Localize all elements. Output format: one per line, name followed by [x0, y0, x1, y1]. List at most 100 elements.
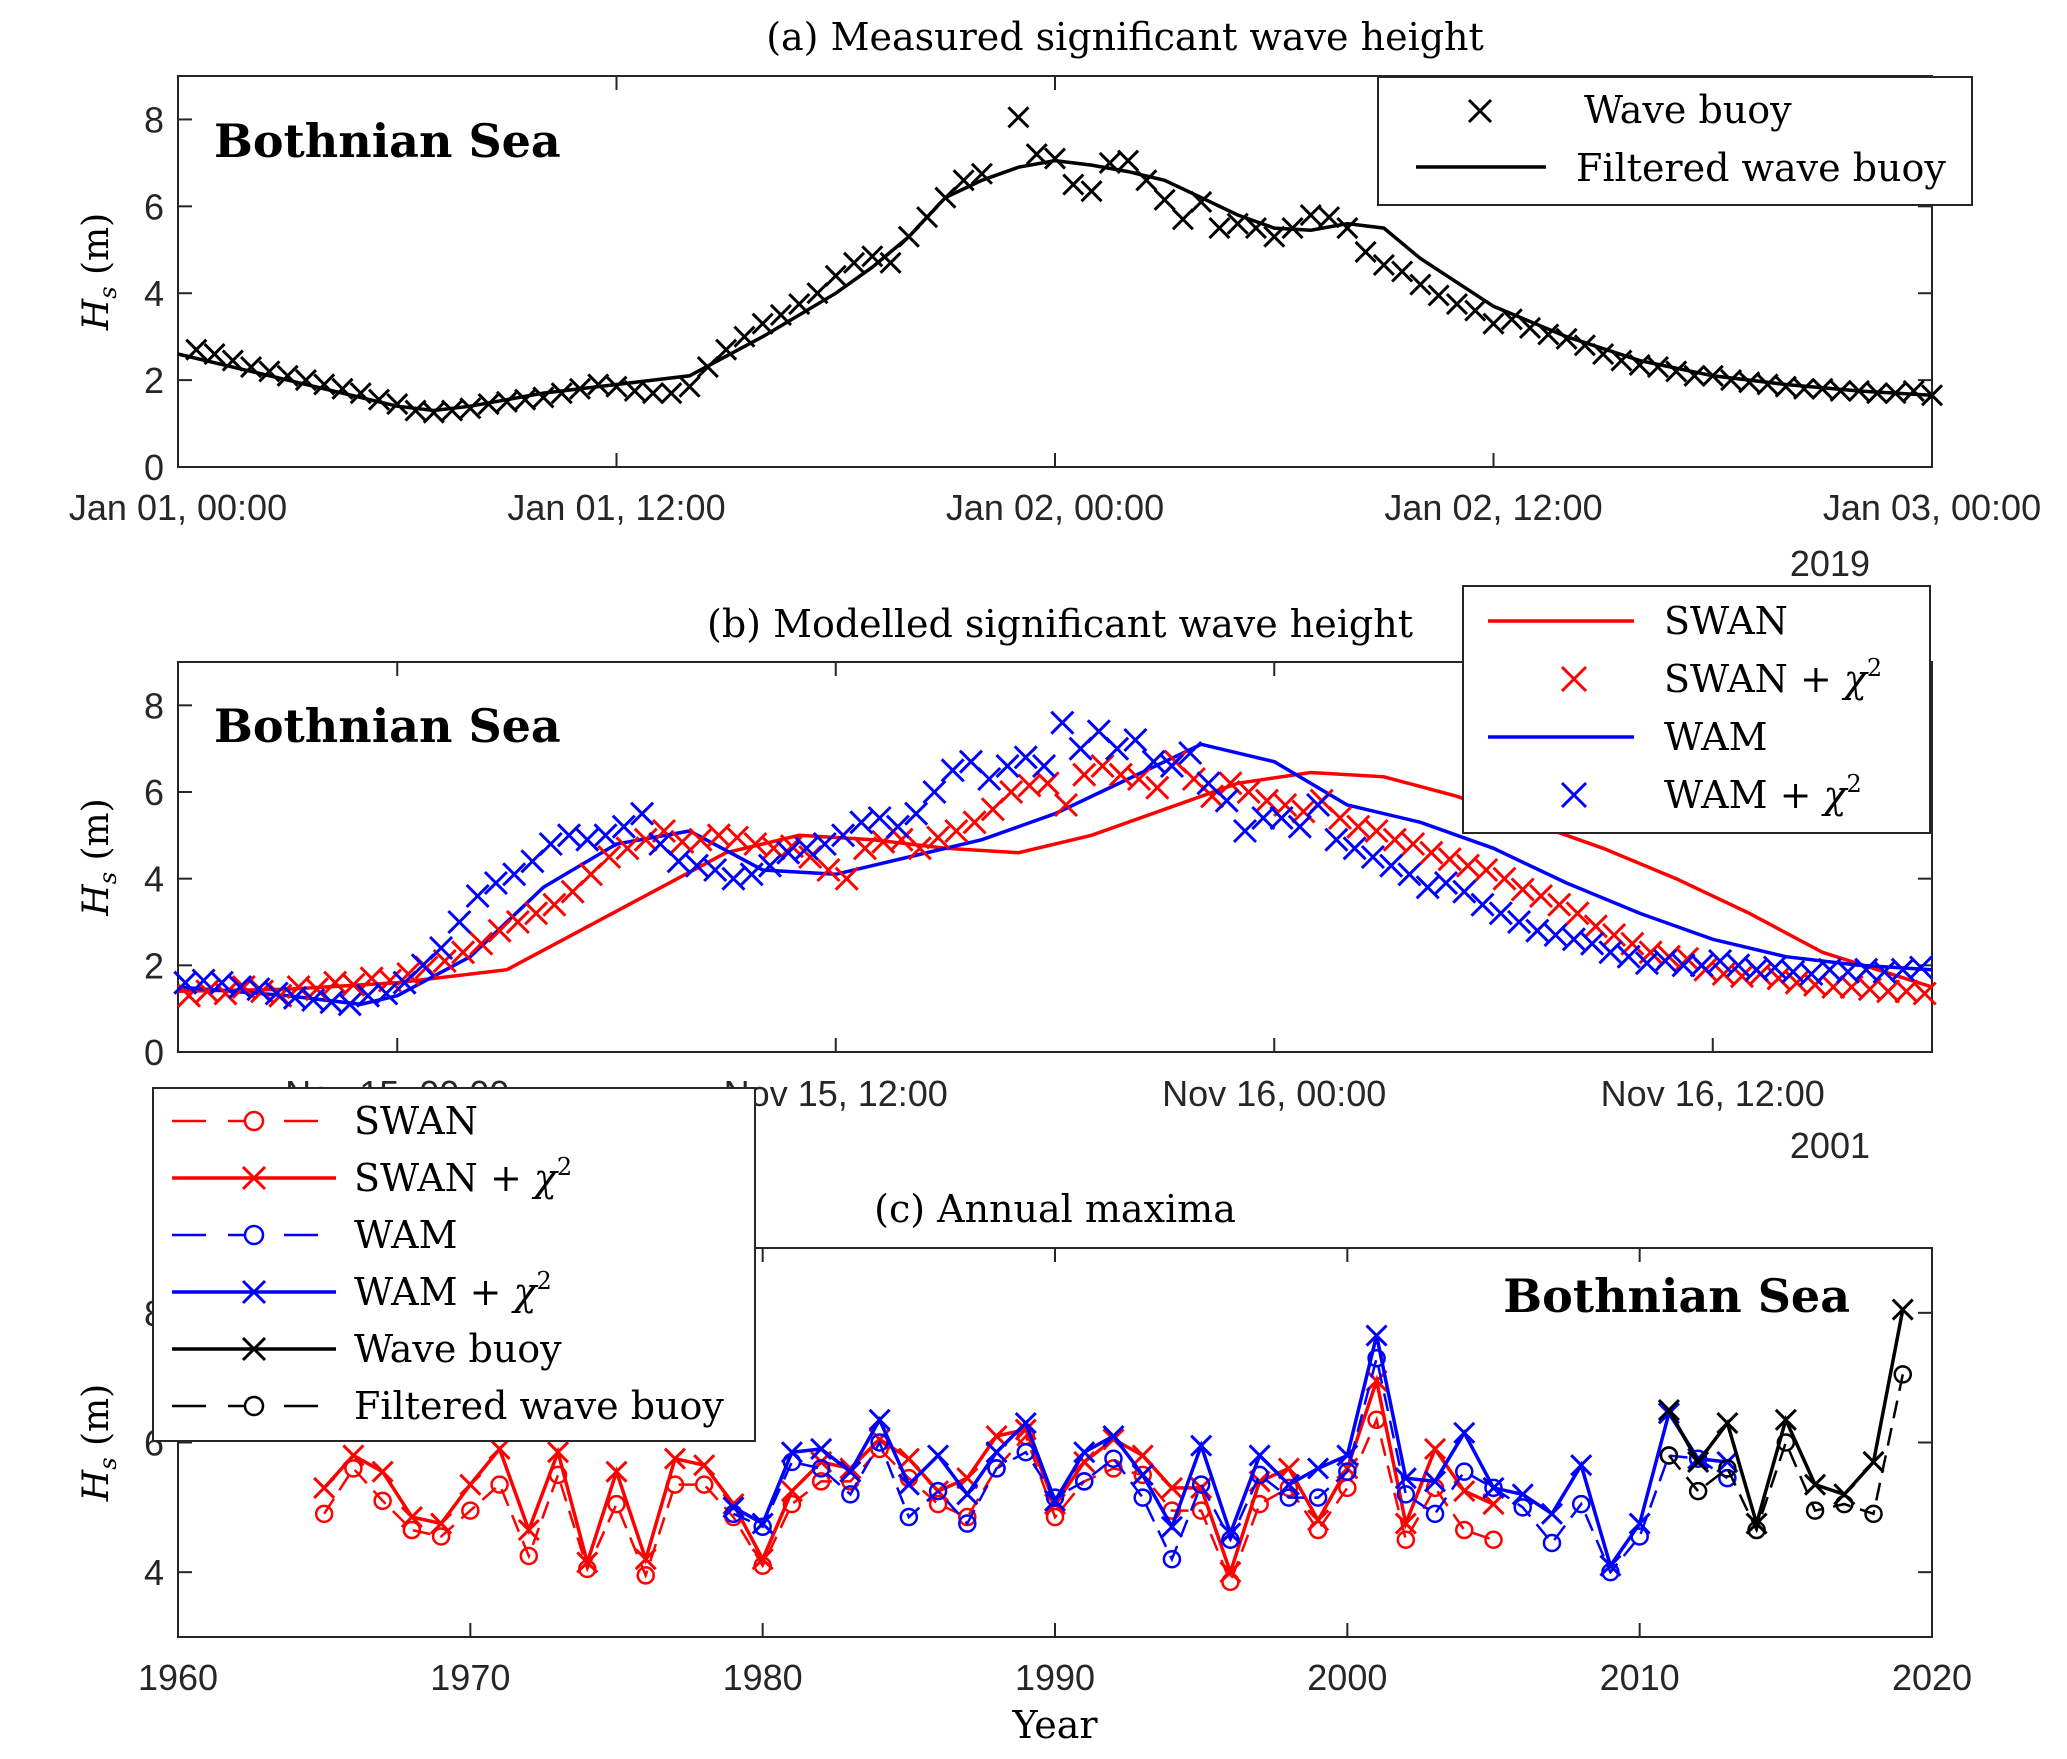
c-point-wam	[1338, 1462, 1357, 1481]
b-point-swan-chi2-b	[999, 779, 1024, 805]
c-point-swan-chi2-b	[1073, 1450, 1096, 1474]
a-point-wave-buoy-b	[1592, 342, 1615, 366]
b-point-swan-chi2-b	[1510, 877, 1535, 902]
b-ylabel-unit: (m)	[76, 798, 117, 872]
b-point-wam-chi2-b	[173, 970, 198, 995]
c-point-swan-chi2-b	[1102, 1428, 1125, 1451]
b-legend-marker-swan-chi2-b	[1560, 665, 1588, 693]
b-point-wam-chi2-b	[1470, 892, 1495, 917]
b-point-swan-chi2-b	[743, 831, 768, 857]
b-legend-swan-chi2-label: SWAN + χ2	[1664, 654, 1882, 701]
b-point-swan-chi2-b	[1474, 857, 1499, 883]
a-point-wave-buoy-b	[1500, 308, 1523, 331]
c-point-swan-chi2-b	[371, 1460, 394, 1483]
a-point-wave-buoy-b	[185, 338, 208, 361]
b-point-wam-chi2-b	[1251, 805, 1276, 831]
c-point-swan-chi2-b	[1277, 1457, 1300, 1480]
c-point-swan-chi2-b	[985, 1424, 1008, 1448]
c-legend-marker-wam-chi2-b	[241, 1279, 267, 1305]
c-point-wam	[811, 1459, 831, 1478]
c-point-wam	[1074, 1472, 1094, 1491]
a-point-wave-buoy-b	[1719, 369, 1743, 392]
c-series-swan	[323, 1415, 1494, 1586]
b-point-wam-chi2-b	[209, 970, 234, 995]
b-point-wam-chi2-b	[1178, 740, 1203, 766]
c-point-wam	[1425, 1504, 1445, 1524]
c-point-wam	[1279, 1488, 1299, 1507]
a-point-wave-buoy-b	[1665, 360, 1688, 383]
a-point-wave-buoy-b	[733, 325, 756, 348]
a-point-wave-buoy-b	[422, 401, 445, 424]
b-point-wam-chi2-b	[1306, 792, 1331, 818]
b-point-wam-chi2-b	[1452, 879, 1477, 904]
b-point-wam-chi2-b	[958, 749, 984, 774]
b-ytick-label: 2	[144, 945, 164, 986]
c-point-swan-chi2-b	[1219, 1561, 1242, 1584]
b-point-swan-chi2-b	[1364, 818, 1389, 844]
b-ytick-label: 0	[144, 1032, 164, 1073]
a-point-wave-buoy-b	[587, 373, 610, 396]
b-point-swan-chi2-b	[1565, 901, 1590, 926]
c-point-wam-chi2-b	[1073, 1441, 1096, 1464]
b-point-swan-chi2-b	[1145, 775, 1170, 800]
c-legend-box	[152, 1087, 756, 1442]
b-point-swan-chi2-b	[1181, 766, 1206, 792]
b-point-swan-chi2-b	[1729, 964, 1755, 989]
c-point-swan	[314, 1504, 334, 1524]
c-point-swan	[1045, 1507, 1065, 1527]
c-xtick-label: 2000	[1307, 1657, 1387, 1698]
b-legend-box	[1462, 585, 1931, 834]
b-point-swan-chi2-b	[834, 866, 859, 891]
c-point-wam	[928, 1481, 948, 1501]
b-legend-swan-label: SWAN	[1664, 599, 1788, 643]
a-point-wave-buoy-b	[788, 293, 811, 316]
a-point-wave-buoy-b	[1062, 173, 1085, 196]
b-point-swan-chi2-b	[450, 940, 476, 965]
c-point-swan	[1484, 1530, 1503, 1549]
c-point-swan	[490, 1475, 509, 1494]
b-point-swan-chi2-b	[1401, 831, 1426, 857]
b-point-wam-chi2-b	[776, 840, 801, 865]
a-ylabel-sub: s	[94, 286, 122, 298]
b-point-wam-chi2-b	[1433, 870, 1459, 896]
a-point-wave-buoy-b	[806, 282, 829, 305]
a-point-wave-buoy-b	[1847, 379, 1870, 403]
c-legend-marker-swan-chi2-b	[241, 1165, 267, 1191]
c-point-wam-chi2-b	[780, 1441, 803, 1464]
c-legend-swan-chi2-label-sup: 2	[557, 1153, 572, 1181]
c-point-swan-chi2-b	[1131, 1444, 1154, 1467]
c-annotation: Bothnian Sea	[1503, 1269, 1850, 1323]
b-point-swan-chi2-b	[1766, 966, 1791, 991]
a-ylabel-unit: (m)	[76, 213, 117, 287]
a-point-wave-buoy-b	[678, 375, 701, 398]
b-point-wam-chi2-b	[1908, 955, 1934, 980]
c-point-swan	[811, 1472, 831, 1491]
a-point-wave-buoy-b	[1153, 188, 1176, 211]
b-point-swan-chi2-b	[1912, 981, 1937, 1006]
c-point-wam-chi2-b	[1423, 1470, 1447, 1493]
b-point-swan-chi2-b	[487, 918, 512, 943]
c-point-wave-buoy-b	[1716, 1411, 1739, 1435]
c-xtick-label: 1960	[138, 1657, 218, 1698]
c-point-wam	[1542, 1533, 1562, 1553]
c-point-wam-chi2-b	[1248, 1444, 1271, 1467]
c-point-wam	[1571, 1494, 1591, 1514]
b-point-wam-chi2-b	[447, 909, 472, 935]
c-point-wam	[987, 1459, 1006, 1478]
c-point-swan-chi2-b	[897, 1447, 920, 1470]
b-point-swan-chi2-b	[1602, 922, 1627, 948]
b-point-wam-chi2-b	[264, 981, 289, 1006]
c-point-swan-chi2-b	[430, 1512, 453, 1535]
c-point-swan	[1338, 1478, 1357, 1498]
a-point-wave-buoy-b	[1318, 206, 1341, 229]
b-ylabel-h: H	[76, 884, 117, 917]
b-legend-wam-chi2-label-sup: 2	[1847, 770, 1862, 798]
c-point-wam	[1484, 1478, 1503, 1498]
b-ytick-label: 8	[144, 685, 164, 726]
c-point-swan	[607, 1494, 626, 1514]
a-legend: Wave buoy Filtered wave buoy	[1377, 76, 1973, 206]
a-point-wave-buoy-b	[532, 386, 555, 409]
c-xtick-label: 1970	[430, 1657, 510, 1698]
c-point-swan-chi2-b	[1453, 1480, 1476, 1503]
c-point-swan	[373, 1491, 392, 1511]
